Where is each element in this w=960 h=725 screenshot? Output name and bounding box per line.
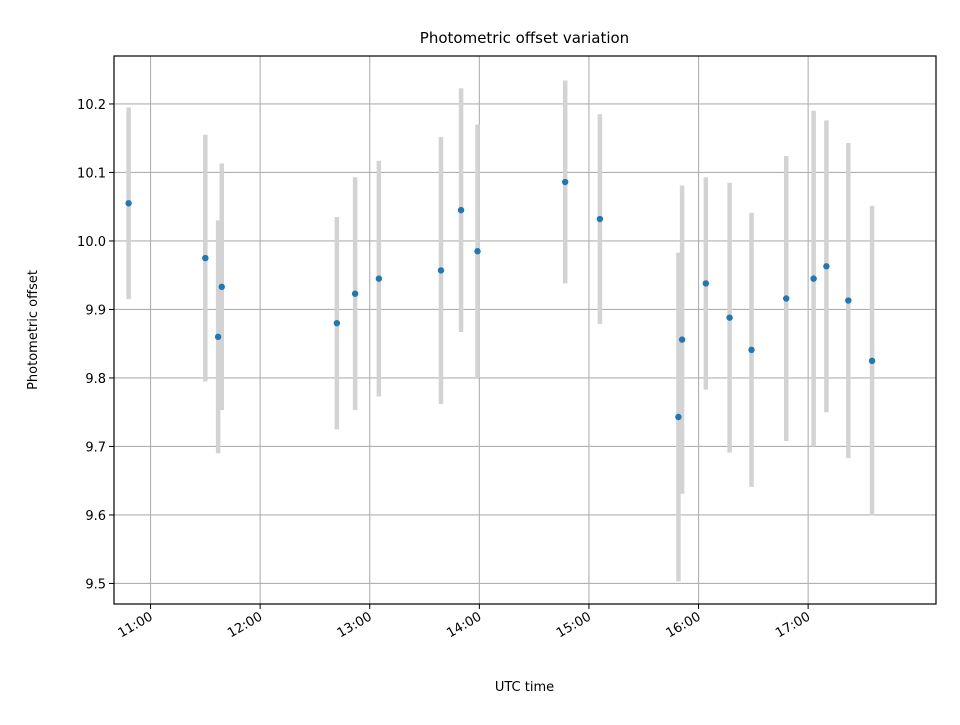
y-axis-label: Photometric offset bbox=[26, 270, 41, 390]
x-tick-label: 12:00 bbox=[225, 609, 265, 641]
data-point bbox=[783, 295, 790, 302]
y-axis: 9.5 9.6 9.7 9.8 9.9 10.0 10.1 10.2 bbox=[77, 98, 114, 592]
data-point bbox=[333, 319, 341, 327]
y-tick-label: 10.2 bbox=[77, 98, 106, 113]
data-point bbox=[437, 267, 445, 274]
x-tick-label: 11:00 bbox=[116, 609, 156, 641]
data-point bbox=[351, 290, 359, 297]
y-tick-label: 9.7 bbox=[85, 440, 106, 455]
data-point bbox=[678, 336, 686, 343]
data-point bbox=[675, 413, 682, 421]
x-tick-label: 16:00 bbox=[664, 609, 704, 641]
data-point bbox=[596, 215, 604, 223]
data-point bbox=[845, 297, 852, 304]
data-point bbox=[823, 263, 830, 270]
point-layer bbox=[125, 178, 876, 421]
data-point bbox=[702, 280, 710, 287]
data-point bbox=[375, 275, 383, 282]
data-point bbox=[214, 333, 222, 341]
y-tick-label: 9.8 bbox=[85, 372, 106, 387]
y-tick-label: 9.6 bbox=[85, 509, 106, 524]
x-tick-label: 14:00 bbox=[444, 609, 484, 641]
data-point bbox=[218, 283, 225, 291]
y-tick-label: 9.5 bbox=[85, 577, 106, 592]
data-point bbox=[561, 178, 569, 186]
x-tick-label: 13:00 bbox=[335, 609, 375, 641]
x-axis-label: UTC time bbox=[495, 680, 554, 695]
data-point bbox=[748, 346, 755, 354]
grid-layer bbox=[114, 56, 936, 604]
y-tick-label: 10.0 bbox=[77, 235, 106, 250]
y-tick-label: 9.9 bbox=[85, 303, 106, 318]
x-axis: 11:00 12:00 13:00 14:00 15:00 16:00 17:00 bbox=[116, 604, 813, 641]
data-point bbox=[474, 248, 481, 255]
y-tick-label: 10.1 bbox=[77, 166, 106, 181]
data-point bbox=[868, 357, 876, 365]
chart-title: Photometric offset variation bbox=[420, 29, 629, 47]
data-point bbox=[202, 254, 209, 262]
x-tick-label: 15:00 bbox=[554, 609, 594, 641]
data-point bbox=[810, 275, 817, 282]
x-tick-label: 17:00 bbox=[773, 609, 813, 641]
plot-frame bbox=[113, 55, 937, 605]
data-point bbox=[726, 314, 733, 321]
data-point bbox=[125, 200, 132, 207]
data-point bbox=[457, 206, 465, 214]
errorbar-layer bbox=[126, 80, 875, 582]
